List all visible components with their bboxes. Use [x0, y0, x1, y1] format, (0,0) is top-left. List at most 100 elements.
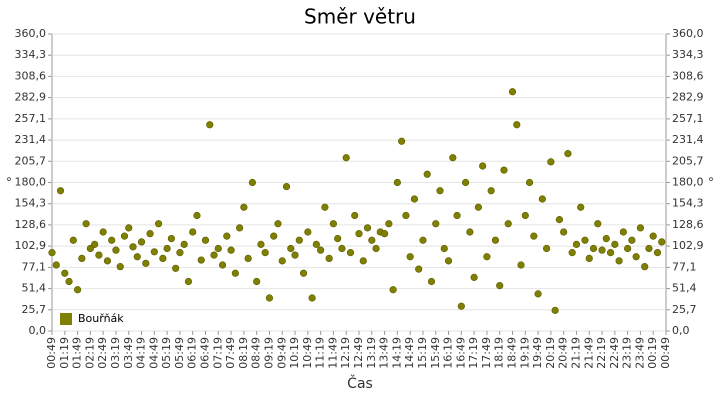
x-tick-label: 02:49: [96, 337, 109, 369]
y-tick-label: 308,6: [15, 69, 47, 82]
point: [214, 244, 222, 253]
x-tick-label: 05:19: [160, 337, 173, 369]
point: [125, 224, 133, 232]
point: [346, 249, 355, 257]
point: [363, 224, 372, 232]
point: [585, 254, 593, 262]
point: [393, 178, 401, 187]
point: [380, 230, 389, 238]
x-tick-label: 19:19: [518, 337, 531, 369]
point: [176, 249, 184, 257]
point: [466, 228, 474, 236]
point: [372, 244, 380, 253]
point: [231, 269, 239, 277]
x-tick-label: 06:49: [199, 337, 212, 369]
point: [56, 187, 65, 195]
point: [436, 187, 444, 195]
y-tick-label: 282,9: [15, 91, 47, 104]
x-tick-label: 09:49: [275, 337, 288, 369]
point: [172, 264, 180, 272]
y-tick-label: 334,3: [15, 48, 47, 61]
x-tick-label: 13:19: [365, 337, 378, 369]
x-tick-label: 04:19: [135, 337, 148, 369]
point: [287, 244, 295, 253]
point: [282, 183, 291, 191]
point: [479, 162, 487, 170]
point: [206, 121, 214, 129]
x-tick-label: 14:19: [390, 337, 403, 369]
point: [210, 251, 218, 259]
point: [368, 236, 376, 244]
point: [82, 220, 90, 228]
point: [270, 232, 278, 240]
point: [116, 263, 124, 271]
x-axis-label: Čas: [347, 374, 373, 392]
point: [568, 249, 576, 257]
point: [457, 302, 465, 310]
x-tick-label: 15:19: [416, 337, 429, 369]
y-tick-label: 51,4: [22, 282, 47, 295]
x-tick-label: 04:49: [147, 337, 160, 369]
point: [103, 257, 112, 265]
point: [461, 178, 470, 187]
y2-tick-label: 205,7: [672, 154, 704, 167]
x-tick-label: 05:49: [173, 337, 186, 369]
point: [508, 88, 517, 96]
x-tick-label: 00:19: [646, 337, 659, 369]
point: [291, 251, 299, 259]
y2-tick-label: 51,4: [672, 282, 697, 295]
point: [240, 203, 248, 211]
x-tick-label: 22:49: [608, 337, 621, 369]
y-tick-label: 25,7: [22, 303, 47, 316]
point: [547, 158, 555, 166]
point: [295, 236, 303, 244]
x-tick-label: 18:49: [506, 337, 519, 369]
y2-tick-label: 308,6: [672, 69, 704, 82]
point: [154, 220, 163, 228]
point: [432, 220, 440, 228]
y2-tick-label: 334,3: [672, 48, 704, 61]
point: [69, 236, 77, 244]
point: [589, 244, 598, 253]
y2-tick-label: 25,7: [672, 303, 697, 316]
point: [142, 259, 150, 267]
point: [304, 228, 312, 236]
point: [321, 203, 329, 211]
point: [598, 246, 606, 254]
point: [197, 256, 205, 264]
point: [619, 228, 627, 236]
point: [581, 236, 589, 244]
point: [193, 211, 201, 220]
x-tick-label: 07:19: [211, 337, 224, 369]
x-tick-label: 15:49: [429, 337, 442, 369]
point: [150, 248, 158, 256]
point: [133, 253, 141, 261]
point: [423, 170, 431, 178]
point: [137, 238, 146, 246]
point: [338, 244, 346, 253]
point: [325, 254, 333, 262]
point: [572, 240, 581, 248]
point: [538, 195, 546, 203]
point: [615, 257, 623, 265]
y-tick-label: 180,0: [15, 176, 47, 189]
point: [636, 224, 645, 232]
x-tick-label: 08:49: [250, 337, 263, 369]
point: [312, 240, 320, 248]
y2-tick-label: 360,0: [672, 27, 704, 40]
x-tick-label: 01:19: [58, 337, 71, 369]
x-tick-label: 16:49: [454, 337, 467, 369]
point: [453, 211, 461, 220]
x-tick-label: 19:49: [531, 337, 544, 369]
point: [385, 220, 393, 228]
y2-tick-label: 231,4: [672, 133, 704, 146]
point: [500, 166, 508, 174]
x-tick-label: 21:49: [582, 337, 595, 369]
point: [504, 220, 512, 228]
x-tick-label: 16:19: [442, 337, 455, 369]
point: [624, 244, 632, 253]
point: [163, 244, 171, 253]
point: [419, 236, 427, 244]
y-tick-label: 205,7: [15, 154, 47, 167]
point: [606, 249, 615, 257]
